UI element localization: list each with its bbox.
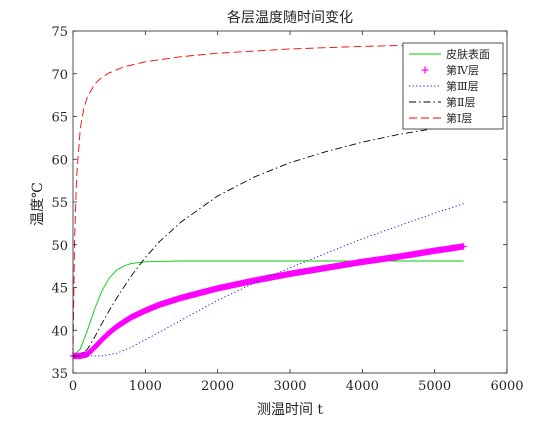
y-tick-label: 45 (51, 282, 68, 297)
legend-item: 皮肤表面 (409, 47, 490, 61)
legend-item: 第Ⅲ层 (409, 79, 479, 93)
y-tick-label: 70 (51, 68, 68, 83)
y-tick-label: 35 (51, 367, 68, 382)
legend-item: 第Ⅰ层 (409, 111, 472, 125)
legend-box (402, 42, 504, 130)
x-tick-label: 1000 (129, 379, 162, 394)
legend-label: 第Ⅳ层 (446, 63, 479, 77)
y-tick-label: 60 (51, 153, 68, 168)
chart-title: 各层温度随时间变化 (227, 10, 353, 26)
legend-item: 第Ⅱ层 (409, 95, 475, 109)
axes-layer: 0 1000 2000 3000 4000 5000 6000 35 40 45 50 55 60 65 7… (51, 25, 523, 394)
x-tick-label: 5000 (418, 379, 451, 394)
series-line-3 (73, 203, 464, 357)
y-tick-label: 40 (51, 324, 68, 339)
legend-label: 第Ⅰ层 (446, 111, 472, 125)
legend-swatch (421, 66, 429, 74)
y-axis-title: 温度℃ (30, 182, 46, 226)
x-tick-label: 6000 (490, 379, 523, 394)
x-tick-label: 4000 (346, 379, 379, 394)
x-tick-label: 2000 (201, 379, 234, 394)
y-tick-label: 65 (51, 111, 68, 126)
x-axis-title: 测温时间 t (257, 402, 323, 418)
data-point (460, 243, 467, 250)
y-tick-label: 50 (51, 239, 68, 254)
series-line-1 (72, 260, 464, 357)
series-line-5 (72, 43, 464, 356)
legend-label: 第Ⅱ层 (446, 95, 475, 109)
legend-item: 第Ⅳ层 (421, 63, 479, 77)
x-tick-label: 0 (69, 379, 77, 394)
legend-label: 皮肤表面 (446, 47, 490, 61)
x-tick-label: 3000 (273, 379, 306, 394)
y-tick-label: 75 (51, 25, 68, 40)
y-tick-label: 55 (51, 196, 68, 211)
series-markers-2 (69, 243, 467, 360)
series-line-4 (73, 122, 464, 357)
legend-label: 第Ⅲ层 (446, 79, 479, 93)
